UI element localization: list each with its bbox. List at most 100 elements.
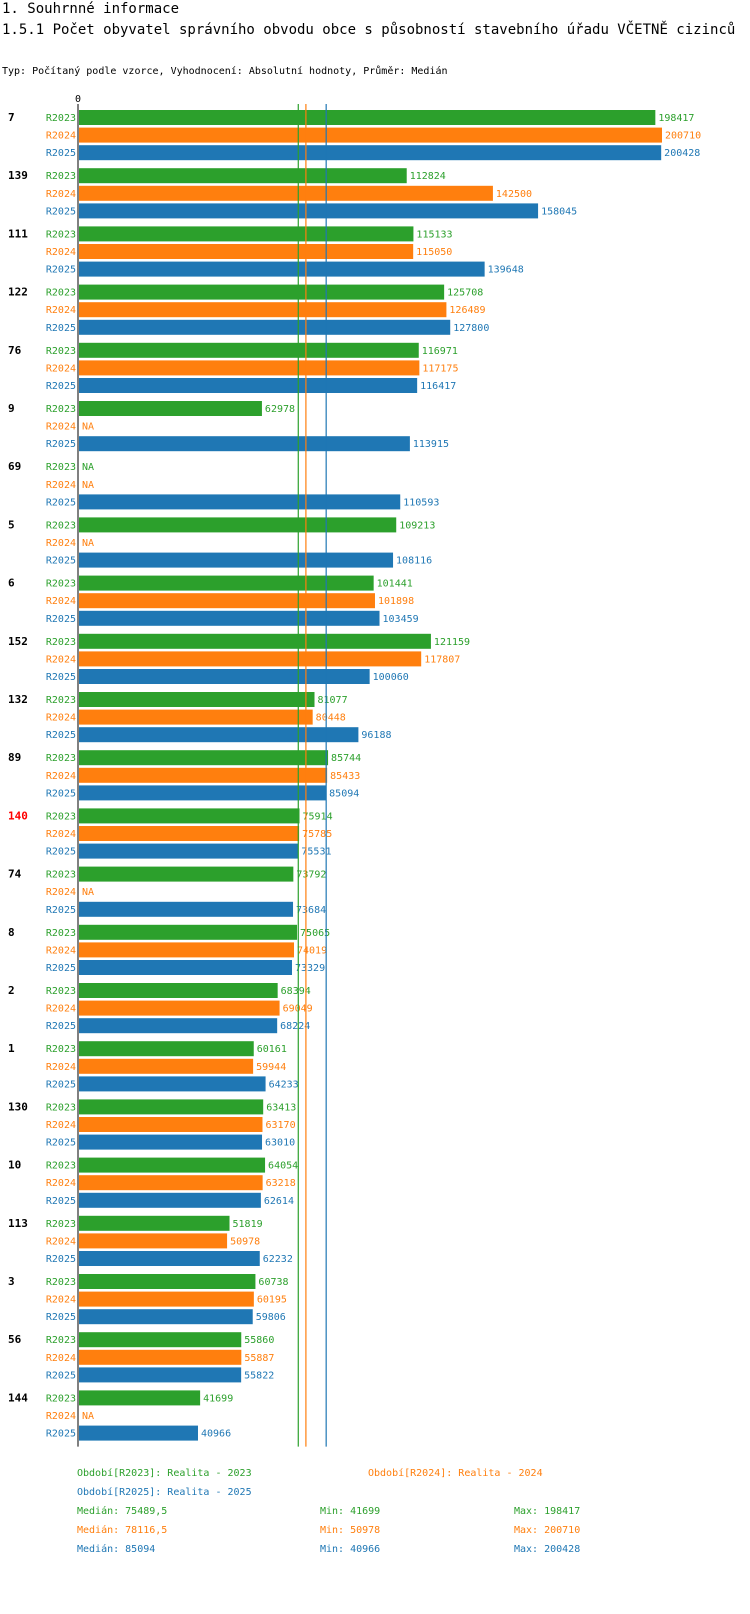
bar-r2025 bbox=[79, 319, 451, 335]
series-label: R2023 bbox=[46, 520, 76, 531]
data-label: 50978 bbox=[230, 1236, 260, 1247]
bar-r2023 bbox=[79, 226, 414, 242]
series-label: R2025 bbox=[46, 1370, 76, 1381]
category-label: 56 bbox=[8, 1333, 22, 1346]
category-label: 122 bbox=[8, 286, 28, 299]
bar-r2023 bbox=[79, 1099, 264, 1115]
na-label: NA bbox=[82, 538, 94, 549]
series-label: R2025 bbox=[46, 439, 76, 450]
bar-r2023 bbox=[79, 284, 445, 300]
category-label: 9 bbox=[8, 402, 15, 415]
series-label: R2023 bbox=[46, 579, 76, 590]
bar-r2024 bbox=[79, 593, 375, 609]
series-label: R2023 bbox=[46, 870, 76, 881]
max-r2025: Max: 200428 bbox=[514, 1544, 581, 1555]
data-label: 198417 bbox=[658, 113, 694, 124]
bar-r2025 bbox=[79, 1134, 263, 1150]
category-label: 69 bbox=[8, 460, 21, 473]
data-label: 75785 bbox=[302, 829, 332, 840]
bar-r2025 bbox=[79, 1367, 242, 1383]
data-label: 85744 bbox=[331, 753, 361, 764]
series-label: R2024 bbox=[46, 1411, 76, 1422]
series-label: R2025 bbox=[46, 1312, 76, 1323]
category-label: 74 bbox=[8, 868, 22, 881]
bar-r2025 bbox=[79, 610, 380, 626]
axis-zero-label: 0 bbox=[75, 94, 81, 105]
series-label: R2025 bbox=[46, 1079, 76, 1090]
bar-r2025 bbox=[79, 727, 359, 743]
data-label: 85433 bbox=[330, 771, 360, 782]
category-label: 7 bbox=[8, 111, 15, 124]
data-label: 116417 bbox=[420, 381, 456, 392]
series-label: R2025 bbox=[46, 788, 76, 799]
data-label: 117175 bbox=[422, 363, 458, 374]
series-label: R2023 bbox=[46, 753, 76, 764]
bar-r2023 bbox=[79, 1041, 254, 1057]
data-label: 73329 bbox=[295, 963, 325, 974]
bar-r2025 bbox=[79, 1192, 261, 1208]
data-label: 115133 bbox=[416, 229, 452, 240]
bar-r2024 bbox=[79, 1175, 263, 1191]
series-label: R2024 bbox=[46, 945, 76, 956]
section-heading: 1. Souhrnné informace bbox=[2, 1, 180, 17]
data-label: 142500 bbox=[496, 189, 532, 200]
min-r2025: Min: 40966 bbox=[320, 1544, 381, 1555]
bar-r2023 bbox=[79, 924, 298, 940]
data-label: 55860 bbox=[244, 1335, 274, 1346]
series-label: R2024 bbox=[46, 1004, 76, 1015]
max-r2024: Max: 200710 bbox=[514, 1525, 581, 1536]
series-label: R2024 bbox=[46, 771, 76, 782]
bar-r2025 bbox=[79, 1076, 266, 1092]
category-label: 89 bbox=[8, 751, 21, 764]
bar-r2023 bbox=[79, 575, 374, 591]
data-label: 81077 bbox=[318, 695, 348, 706]
series-label: R2024 bbox=[46, 363, 76, 374]
data-label: 64233 bbox=[269, 1079, 299, 1090]
series-label: R2025 bbox=[46, 206, 76, 217]
data-label: 80448 bbox=[316, 713, 346, 724]
bar-r2024 bbox=[79, 709, 313, 725]
data-label: 62614 bbox=[264, 1196, 294, 1207]
data-label: 125708 bbox=[447, 288, 483, 299]
data-label: 117807 bbox=[424, 654, 460, 665]
series-label: R2024 bbox=[46, 1120, 76, 1131]
series-label: R2024 bbox=[46, 1295, 76, 1306]
bar-r2025 bbox=[79, 436, 410, 452]
category-label: 1 bbox=[8, 1042, 15, 1055]
data-label: 101898 bbox=[378, 596, 414, 607]
category-label: 113 bbox=[8, 1217, 28, 1230]
data-label: 75065 bbox=[300, 928, 330, 939]
series-label: R2025 bbox=[46, 672, 76, 683]
series-label: R2024 bbox=[46, 829, 76, 840]
chart-subtitle: Typ: Počítaný podle vzorce, Vyhodnocení:… bbox=[2, 66, 448, 77]
bar-r2024 bbox=[79, 185, 493, 201]
series-label: R2024 bbox=[46, 713, 76, 724]
category-label: 140 bbox=[8, 809, 28, 822]
series-label: R2023 bbox=[46, 1335, 76, 1346]
series-label: R2024 bbox=[46, 1178, 76, 1189]
data-label: 85094 bbox=[329, 788, 359, 799]
legend-r2024: Období[R2024]: Realita - 2024 bbox=[368, 1468, 543, 1479]
data-label: 63010 bbox=[265, 1138, 295, 1149]
data-label: 60161 bbox=[257, 1044, 287, 1055]
series-label: R2025 bbox=[46, 1021, 76, 1032]
series-label: R2023 bbox=[46, 1219, 76, 1230]
data-label: 113915 bbox=[413, 439, 449, 450]
bar-r2025 bbox=[79, 843, 299, 859]
bar-r2024 bbox=[79, 360, 420, 376]
data-label: 74019 bbox=[297, 945, 327, 956]
bar-r2024 bbox=[79, 244, 414, 259]
series-label: R2023 bbox=[46, 1161, 76, 1172]
bar-r2023 bbox=[79, 866, 294, 882]
bar-r2024 bbox=[79, 826, 300, 841]
series-label: R2025 bbox=[46, 556, 76, 567]
series-label: R2025 bbox=[46, 381, 76, 392]
bar-r2025 bbox=[79, 901, 294, 917]
data-label: 73684 bbox=[296, 905, 326, 916]
max-r2023: Max: 198417 bbox=[514, 1506, 581, 1517]
series-label: R2024 bbox=[46, 305, 76, 316]
bar-r2024 bbox=[79, 302, 447, 318]
series-label: R2024 bbox=[46, 189, 76, 200]
bar-r2023 bbox=[79, 1157, 266, 1173]
series-label: R2024 bbox=[46, 422, 76, 433]
